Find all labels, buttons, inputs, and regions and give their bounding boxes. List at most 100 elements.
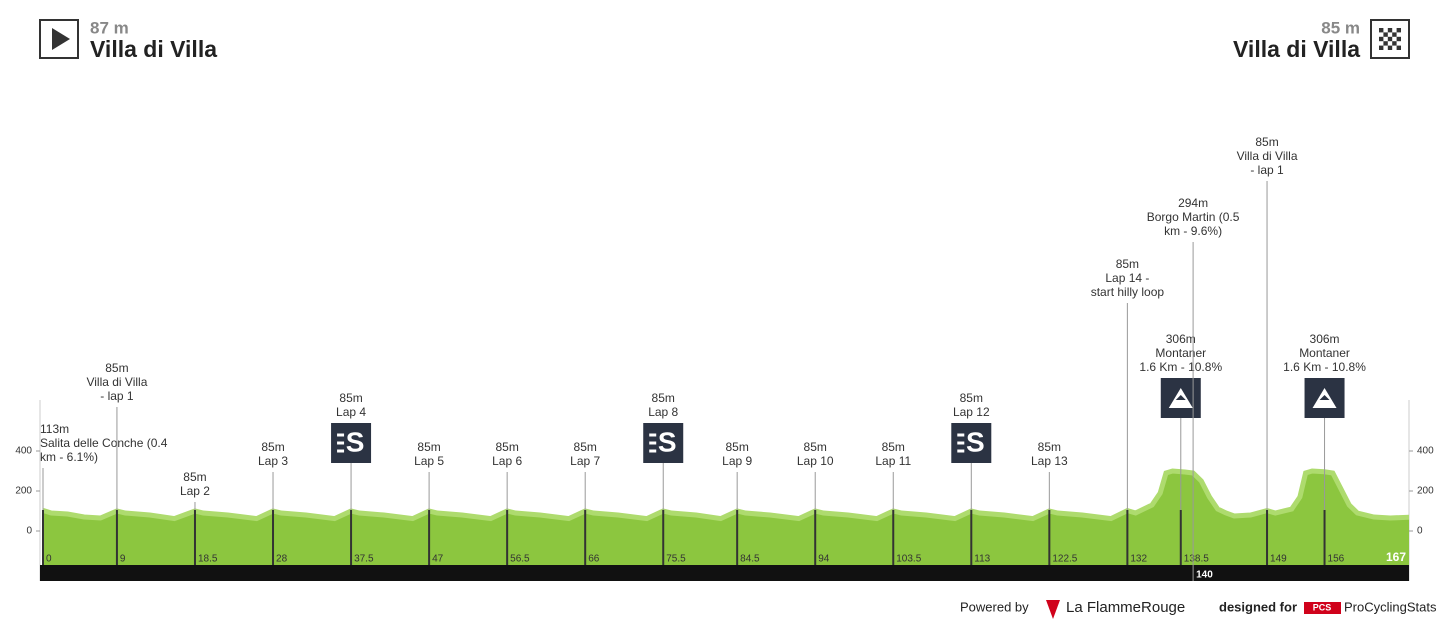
km-label: 18.5 <box>198 554 218 565</box>
sprint-icon-s: S <box>966 426 985 457</box>
marker-label: 85m <box>804 440 827 454</box>
marker-label: Lap 8 <box>648 405 678 419</box>
marker-label: 1.6 Km - 10.8% <box>1139 360 1222 374</box>
pcs-logo <box>1304 602 1341 614</box>
flag-square <box>1387 45 1393 50</box>
marker-label: 85m <box>882 440 905 454</box>
footer-powered: Powered by <box>960 599 1029 614</box>
profile-ridge <box>42 468 1409 522</box>
marker-label: 85m <box>417 440 440 454</box>
flag-square <box>1387 28 1393 33</box>
marker-label: Lap 4 <box>336 405 366 419</box>
km-label: 9 <box>120 554 126 565</box>
start-icon <box>39 19 79 59</box>
y-tick-label: 200 <box>15 486 32 497</box>
start-name: Villa di Villa <box>90 36 217 62</box>
footer-site: ProCyclingStats <box>1344 599 1437 614</box>
y-tick-label: 400 <box>15 446 32 457</box>
marker-label: Lap 11 <box>875 454 911 468</box>
marker-label: 306m <box>1310 332 1340 346</box>
finish-flag <box>1379 28 1401 50</box>
marker-label: Salita delle Conche (0.4 <box>40 436 168 450</box>
km-label: 37.5 <box>354 554 374 565</box>
marker-label: Lap 7 <box>570 454 600 468</box>
footer-brand: La FlammeRouge <box>1066 599 1185 616</box>
marker-label: Lap 13 <box>1031 454 1068 468</box>
marker-label: - lap 1 <box>100 389 134 403</box>
km-label: 28 <box>276 554 288 565</box>
marker-label: start hilly loop <box>1091 285 1165 299</box>
start-icon-arrow <box>52 28 70 50</box>
marker-label: 306m <box>1166 332 1196 346</box>
marker-label: Lap 12 <box>953 405 990 419</box>
y-tick-label: 0 <box>26 526 32 537</box>
km-label: 103.5 <box>896 554 921 565</box>
flag-square <box>1379 36 1384 42</box>
sprint-icon-s: S <box>658 426 677 457</box>
distance-total: 167 <box>1386 550 1406 564</box>
brand-logo <box>1046 600 1060 619</box>
y-tick-label: 200 <box>1417 486 1434 497</box>
climb-icon-snow <box>1175 395 1186 400</box>
km-label: 47 <box>432 554 444 565</box>
flag-square <box>1396 36 1401 42</box>
footer-designed: designed for <box>1219 599 1297 614</box>
marker-label: 85m <box>1038 440 1061 454</box>
km-label: 75.5 <box>666 554 686 565</box>
flag-square <box>1383 32 1388 37</box>
marker-label: 85m <box>105 361 128 375</box>
climb-icon-snow <box>1319 395 1330 400</box>
flag-square <box>1379 28 1384 33</box>
marker-label: - lap 1 <box>1250 163 1284 177</box>
start-altitude: 87 m <box>90 18 129 37</box>
marker-label: Montaner <box>1299 346 1350 360</box>
marker-label: 113m <box>40 422 69 436</box>
km-label: 138.5 <box>1184 554 1209 565</box>
marker-label: Lap 10 <box>797 454 834 468</box>
marker-label: 85m <box>1255 135 1278 149</box>
finish-name: Villa di Villa <box>1233 36 1360 62</box>
marker-label: 85m <box>183 470 206 484</box>
distance-bar <box>40 565 1409 581</box>
marker-label: km - 6.1%) <box>40 450 98 464</box>
km-label: 0 <box>46 554 52 565</box>
marker-label: Montaner <box>1155 346 1206 360</box>
marker-label: 85m <box>574 440 597 454</box>
marker-label: Lap 5 <box>414 454 444 468</box>
marker-label: Lap 6 <box>492 454 522 468</box>
km-label: 122.5 <box>1052 554 1077 565</box>
marker-label: km - 9.6%) <box>1164 224 1222 238</box>
marker-label: Villa di Villa <box>1237 149 1298 163</box>
flag-square <box>1379 45 1384 50</box>
marker-label: 85m <box>1116 257 1139 271</box>
finish-altitude: 85 m <box>1321 18 1360 37</box>
km-label: 140 <box>1196 570 1213 581</box>
marker-label: 85m <box>261 440 284 454</box>
marker-label: Lap 2 <box>180 484 210 498</box>
km-label: 113 <box>974 554 990 565</box>
marker-label: 85m <box>960 391 983 405</box>
sprint-icon-s: S <box>346 426 365 457</box>
profile <box>42 468 1409 565</box>
marker-label: Lap 3 <box>258 454 288 468</box>
marker-label: 85m <box>725 440 748 454</box>
km-label: 94 <box>818 554 830 565</box>
marker-label: Villa di Villa <box>86 375 147 389</box>
marker-label: Lap 9 <box>722 454 752 468</box>
marker-label: 1.6 Km - 10.8% <box>1283 360 1366 374</box>
y-tick-label: 400 <box>1417 446 1434 457</box>
km-label: 132 <box>1130 554 1147 565</box>
flag-square <box>1383 41 1388 46</box>
km-label: 149 <box>1270 554 1287 565</box>
km-label: 156 <box>1328 554 1345 565</box>
flag-square <box>1396 45 1401 50</box>
km-label: 66 <box>588 554 600 565</box>
footer-pcs: PCS <box>1313 602 1332 612</box>
marker-label: Borgo Martin (0.5 <box>1147 210 1240 224</box>
flag-square <box>1392 32 1397 37</box>
km-label: 84.5 <box>740 554 760 565</box>
km-label: 56.5 <box>510 554 530 565</box>
flag-square <box>1396 28 1401 33</box>
flag-square <box>1392 41 1397 46</box>
